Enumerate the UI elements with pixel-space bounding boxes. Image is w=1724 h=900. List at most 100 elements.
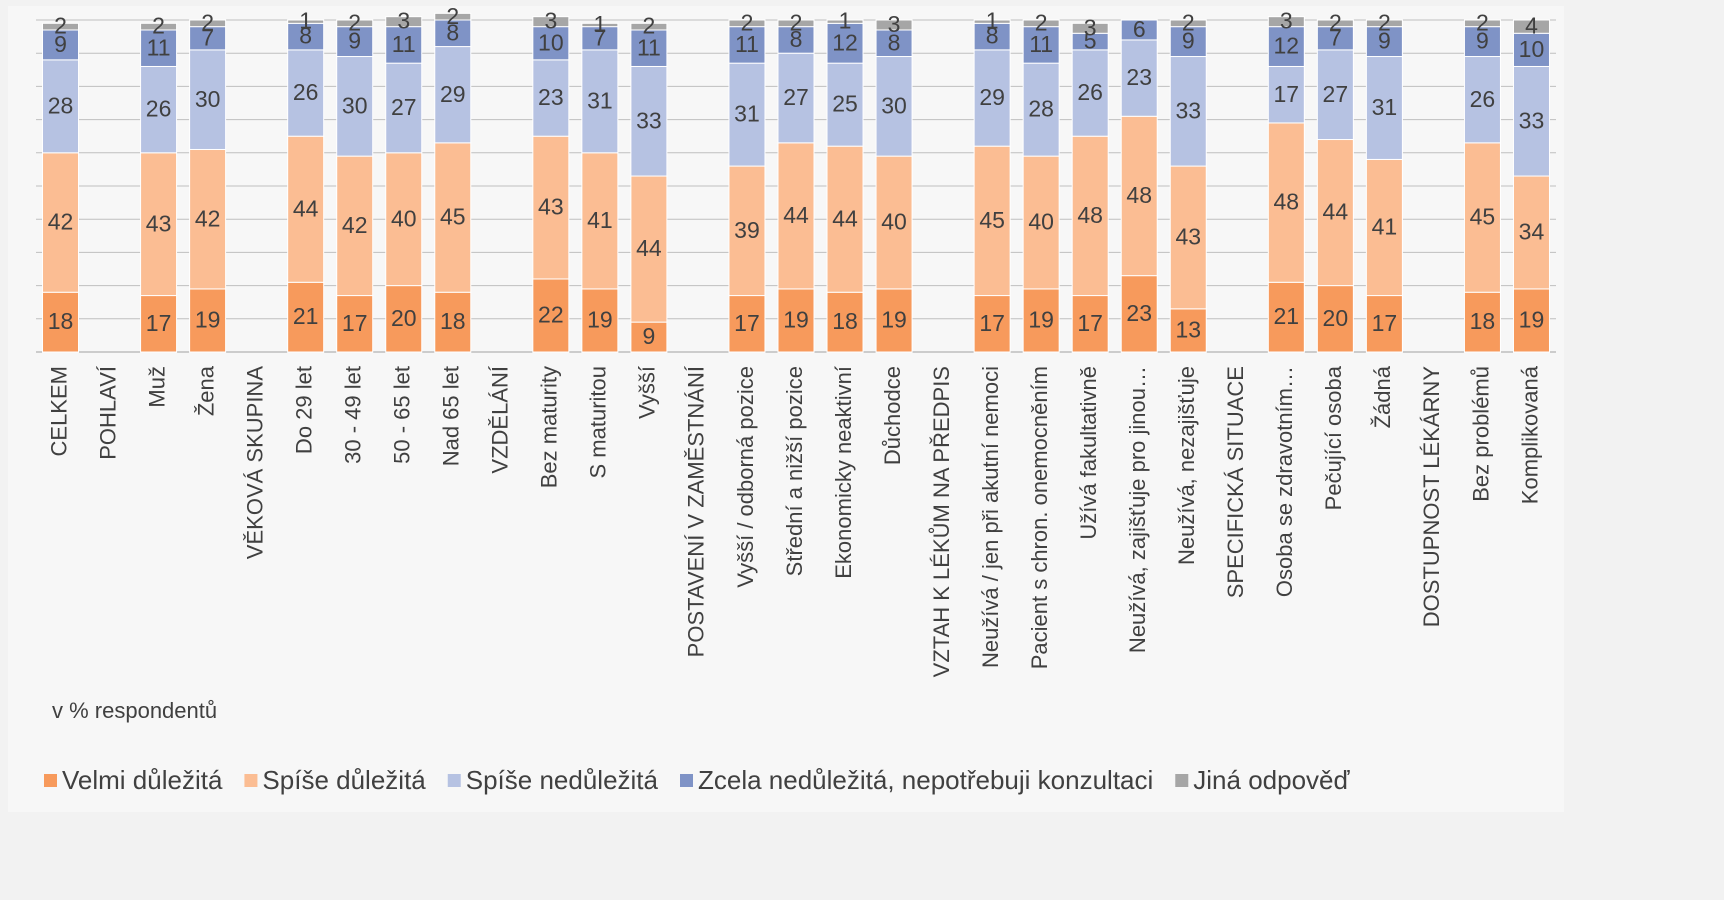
- bar-segment: [1463, 26, 1501, 58]
- x-tick-label: Neužívá, nezajišťuje: [1174, 366, 1199, 565]
- data-label: 23: [1126, 64, 1152, 90]
- bar-segment: [42, 291, 80, 353]
- bar-segment: [42, 59, 80, 154]
- x-tick-label: CELKEM: [46, 366, 71, 456]
- bar-segment: [336, 26, 374, 58]
- data-label: 20: [1323, 305, 1349, 331]
- bar-segment: [336, 19, 374, 28]
- bar-segment: [728, 62, 766, 167]
- bar-segment: [189, 49, 227, 150]
- x-tick-label: Pacient s chron. onemocněním: [1027, 366, 1052, 669]
- data-label: 31: [734, 101, 760, 127]
- data-label: 40: [391, 205, 417, 231]
- x-tick-label: Bez maturity: [537, 366, 562, 488]
- legend-label: Spíše nedůležitá: [466, 765, 659, 795]
- data-label: 10: [1519, 36, 1545, 62]
- bar-segment: [140, 152, 178, 297]
- bar-segment: [287, 49, 325, 137]
- x-tick-label: 30 - 49 let: [341, 366, 366, 464]
- bar-segment: [826, 145, 864, 293]
- x-tick-label: VZDĚLÁNÍ: [488, 365, 513, 473]
- x-tick-label: Neužívá, zajišťuje pro jinou…: [1125, 366, 1150, 653]
- data-label: 9: [348, 28, 361, 54]
- bar-segment: [1512, 19, 1550, 34]
- x-tick-label: Žena: [193, 365, 218, 416]
- data-label: 42: [195, 205, 221, 231]
- data-label: 8: [888, 29, 901, 55]
- data-label: 43: [1175, 224, 1201, 250]
- bar-segment: [1365, 295, 1403, 353]
- bar-segment: [630, 22, 668, 31]
- data-label: 2: [446, 3, 459, 29]
- data-label: 12: [1274, 33, 1300, 59]
- data-label: 48: [1274, 189, 1300, 215]
- x-tick-label: Bez problémů: [1468, 366, 1493, 502]
- data-label: 17: [734, 310, 760, 336]
- x-tick-label: SPECIFICKÁ SITUACE: [1223, 366, 1248, 598]
- bar-segment: [140, 22, 178, 31]
- data-label: 41: [587, 207, 613, 233]
- data-label: 33: [1175, 97, 1201, 123]
- data-label: 44: [832, 205, 858, 231]
- bar-segment: [826, 62, 864, 147]
- bar-segment: [1169, 19, 1207, 28]
- x-tick-label: VZTAH K LÉKŮM NA PŘEDPIS: [929, 366, 954, 677]
- data-label: 2: [54, 13, 67, 39]
- bar-segment: [973, 145, 1011, 297]
- bar-segment: [728, 26, 766, 64]
- bar-segment: [1316, 19, 1354, 28]
- bar-segment: [385, 62, 423, 154]
- data-label: 28: [1028, 96, 1054, 122]
- data-label: 33: [1519, 107, 1545, 133]
- legend-swatch: [447, 774, 461, 787]
- data-label: 11: [735, 31, 759, 57]
- bar-segment: [287, 22, 325, 51]
- data-label: 9: [54, 31, 67, 57]
- bar-segment: [826, 19, 864, 24]
- bar-segment: [336, 295, 374, 353]
- data-label: 5: [1084, 28, 1097, 54]
- data-label: 12: [832, 29, 858, 55]
- bar-segment: [434, 142, 472, 293]
- data-label: 26: [146, 96, 172, 122]
- bar-segment: [1071, 295, 1109, 353]
- x-tick-label: Komplikovaná: [1517, 365, 1542, 504]
- data-label: 18: [832, 308, 858, 334]
- bar-segment: [1071, 22, 1109, 34]
- data-label: 44: [783, 202, 809, 228]
- data-label: 41: [1372, 214, 1398, 240]
- data-label: 11: [637, 34, 661, 60]
- bar-segment: [287, 19, 325, 24]
- bar-segment: [42, 29, 80, 61]
- data-label: 19: [783, 307, 809, 333]
- data-label: 10: [538, 29, 564, 55]
- bar-segment: [1267, 65, 1305, 124]
- bar-segment: [1463, 291, 1501, 353]
- data-label: 13: [1175, 316, 1201, 342]
- data-label: 40: [1028, 209, 1054, 235]
- data-label: 48: [1077, 202, 1103, 228]
- bar-segment: [42, 22, 80, 31]
- bar-segment: [1463, 56, 1501, 144]
- legend-label: Jiná odpověď: [1193, 765, 1350, 795]
- data-label: 22: [538, 302, 564, 328]
- bar-segment: [140, 29, 178, 67]
- data-label: 26: [1470, 86, 1496, 112]
- data-label: 2: [1035, 9, 1048, 35]
- x-tick-label: POHLAVÍ: [95, 365, 120, 460]
- bar-segment: [777, 19, 815, 28]
- legend-swatch: [44, 774, 57, 787]
- data-label: 17: [146, 310, 172, 336]
- bar-segment: [1512, 32, 1550, 67]
- data-label: 9: [643, 323, 656, 349]
- x-tick-label: Nad 65 let: [439, 366, 464, 466]
- data-label: 30: [195, 86, 221, 112]
- bar-segment: [581, 49, 619, 154]
- data-label: 1: [299, 8, 312, 34]
- bar-segment: [1512, 65, 1550, 177]
- bar-segment: [1316, 49, 1354, 141]
- data-label: 18: [440, 308, 466, 334]
- bar-segment: [434, 19, 472, 48]
- data-label: 9: [1476, 28, 1489, 54]
- x-tick-label: Pečující osoba: [1321, 365, 1346, 510]
